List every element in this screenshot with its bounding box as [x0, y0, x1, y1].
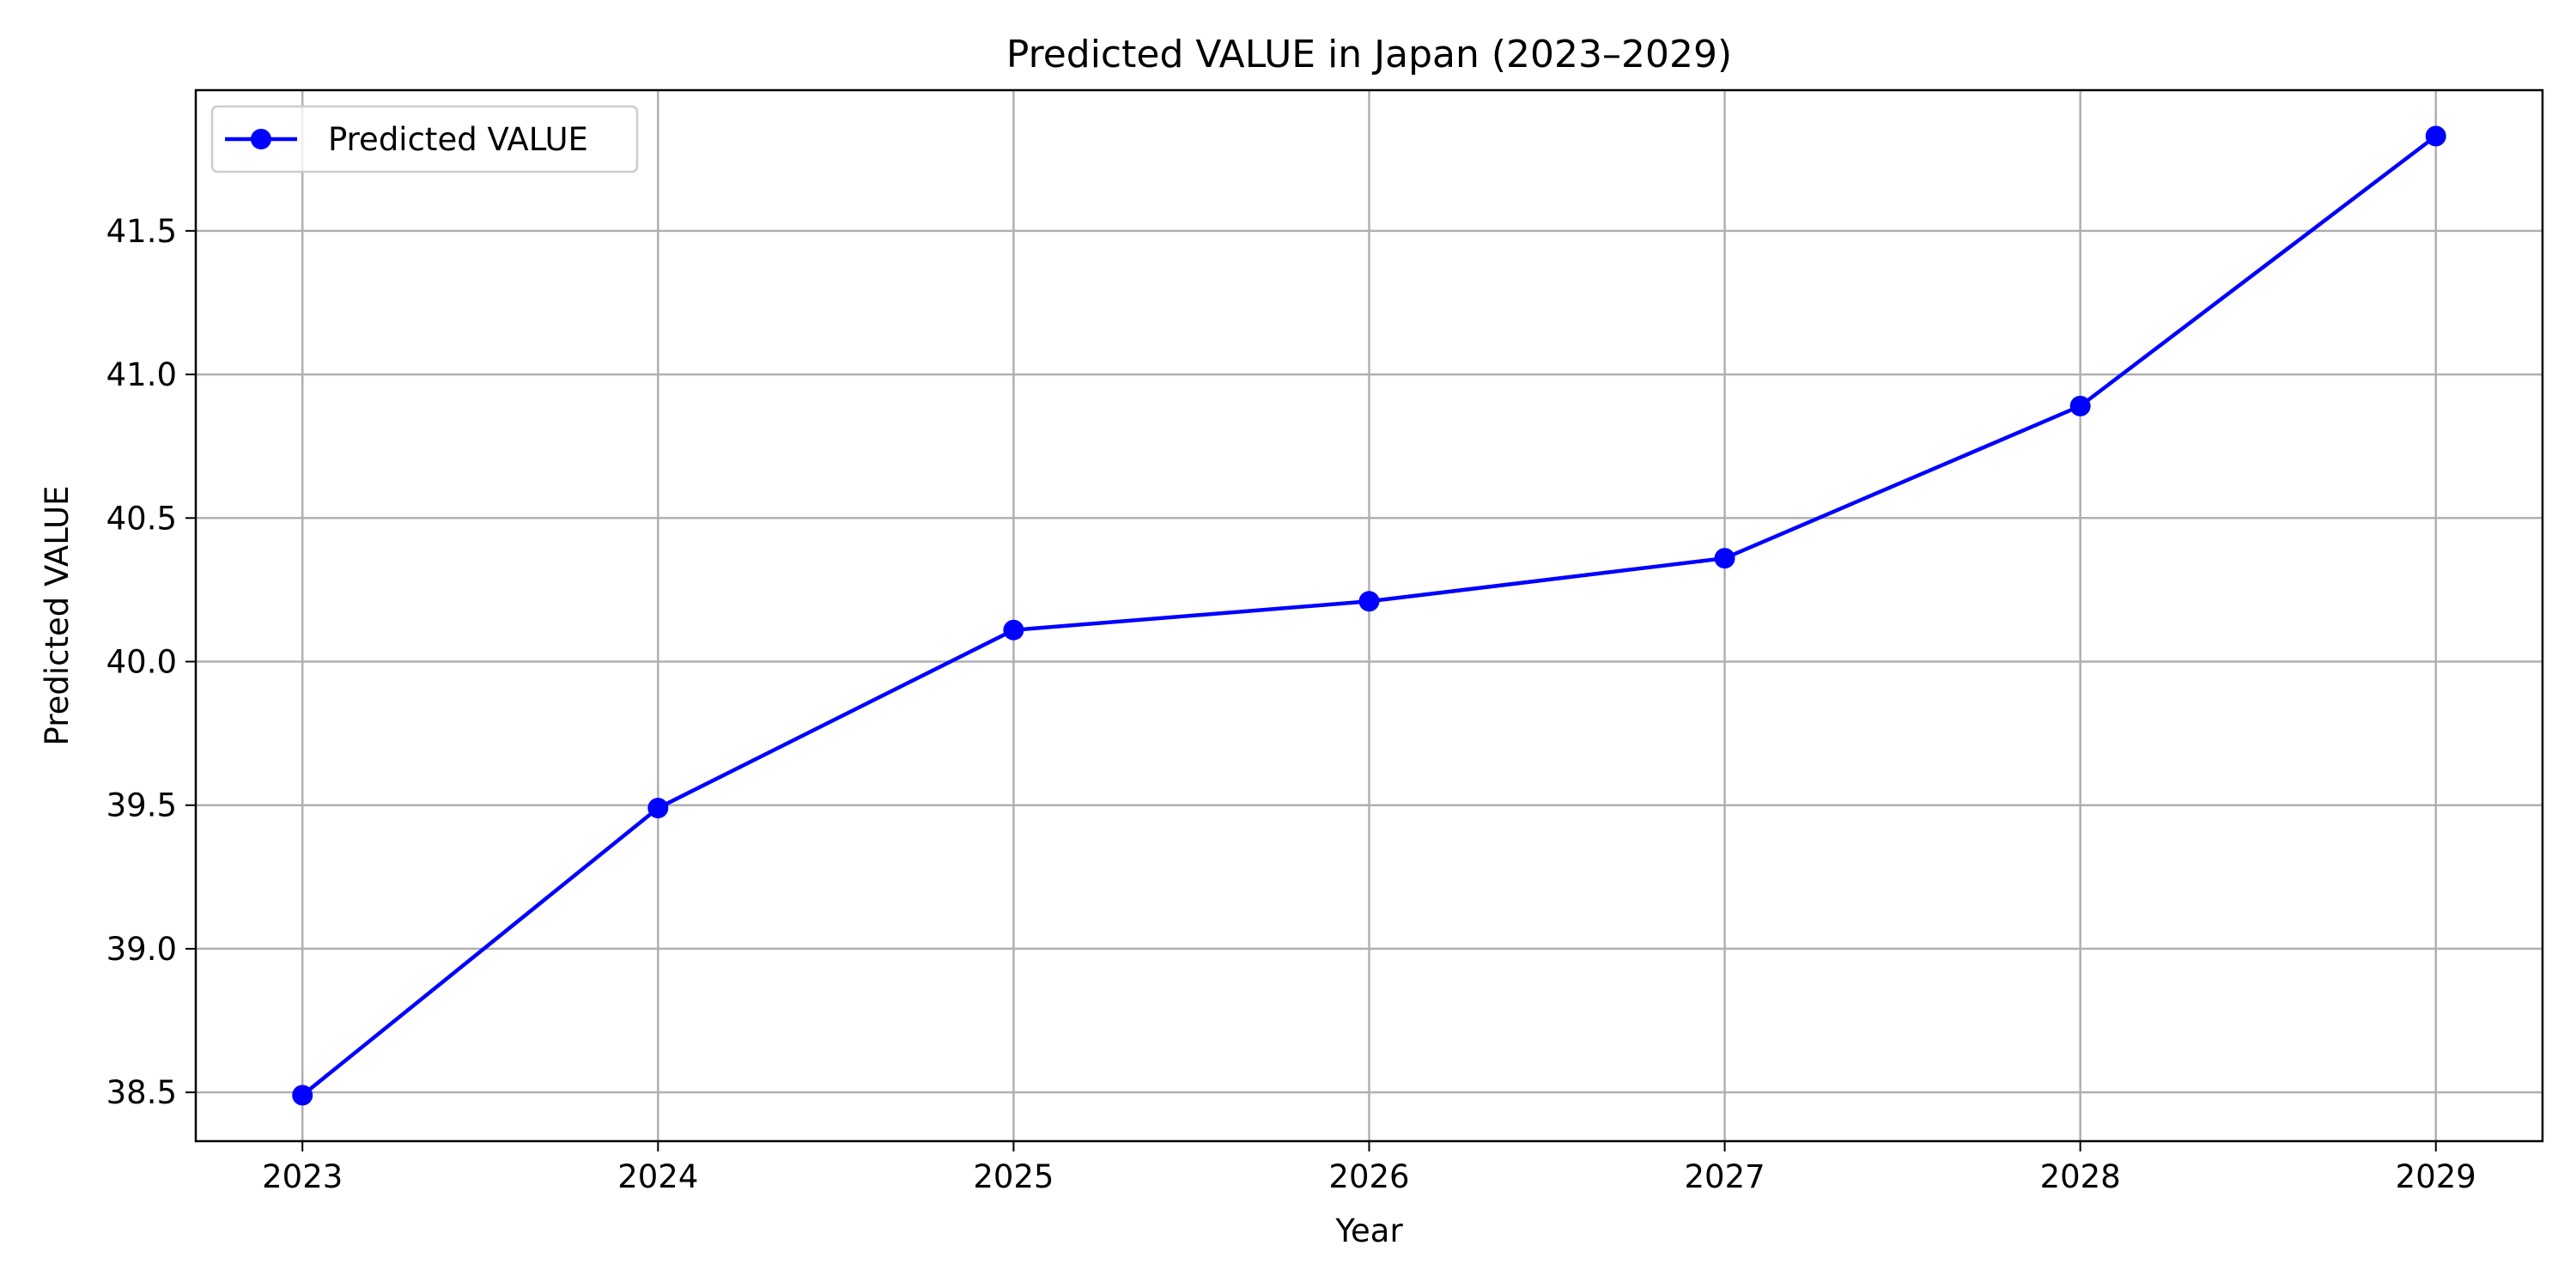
- data-point: [1358, 591, 1380, 612]
- data-point: [292, 1084, 313, 1106]
- y-tick-label: 40.0: [106, 644, 177, 681]
- chart-title: Predicted VALUE in Japan (2023–2029): [1006, 33, 1732, 76]
- series-layer: [292, 125, 2446, 1106]
- x-tick-label: 2028: [2040, 1158, 2121, 1195]
- grid: [196, 90, 2543, 1141]
- legend: Predicted VALUE: [210, 105, 639, 173]
- data-point: [2425, 125, 2446, 147]
- y-tick-label: 41.5: [106, 213, 177, 250]
- y-tick-label: 41.0: [106, 356, 177, 393]
- y-axis-label: Predicted VALUE: [39, 486, 76, 746]
- y-tick-label: 40.5: [106, 500, 177, 537]
- x-tick-label: 2024: [617, 1158, 698, 1195]
- y-tick-label: 38.5: [106, 1074, 177, 1111]
- legend-marker-swatch: [251, 129, 271, 149]
- data-point: [1003, 619, 1024, 641]
- x-tick-label: 2025: [973, 1158, 1054, 1195]
- x-axis-label: Year: [1334, 1212, 1403, 1249]
- x-tick-label: 2023: [262, 1158, 343, 1195]
- data-point: [1714, 548, 1735, 569]
- legend-label: Predicted VALUE: [328, 121, 588, 158]
- legend-box: [210, 105, 639, 173]
- y-tick-label: 39.5: [106, 787, 177, 824]
- y-tick-label: 39.0: [106, 931, 177, 968]
- x-tick-label: 2027: [1685, 1158, 1765, 1195]
- data-point: [647, 798, 669, 819]
- data-point: [2069, 395, 2091, 416]
- x-tick-label: 2026: [1328, 1158, 1409, 1195]
- axis-ticks: 2023 2024 2025 2026 2027 2028 2029 38.5 39.0 39.5…: [106, 213, 2476, 1195]
- x-tick-label: 2029: [2396, 1158, 2476, 1195]
